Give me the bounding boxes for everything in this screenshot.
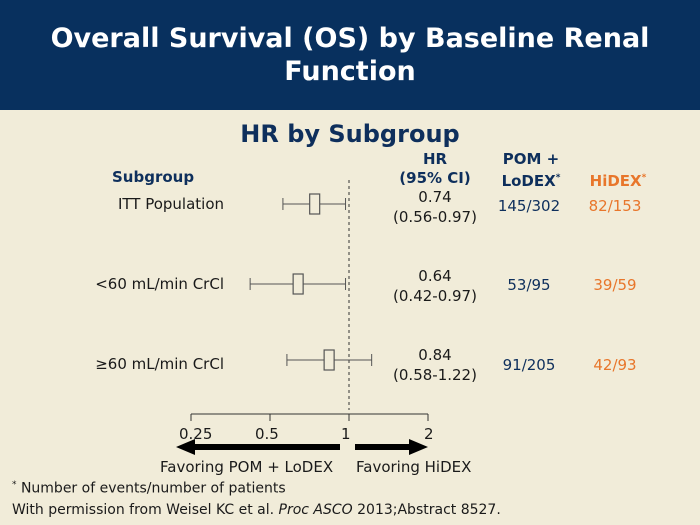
hr-estimate-itt: 0.74 <box>418 188 452 206</box>
favoring-hidex-label: Favoring HiDEX <box>356 458 472 476</box>
chart-subtitle: HR by Subgroup <box>240 120 460 148</box>
row-label-itt: ITT Population <box>117 195 224 213</box>
pom-lodex-count-itt: 145/302 <box>497 197 561 215</box>
page-title: Overall Survival (OS) by Baseline Renal … <box>50 23 650 87</box>
footnote-events-text: Number of events/number of patients <box>20 480 286 497</box>
hr-marker-2 <box>323 349 335 371</box>
hidex-count-itt: 82/153 <box>588 197 642 215</box>
x-tick-label-1: 1 <box>341 425 351 443</box>
hr-value-crcl-below-60: 0.64 (0.42-0.97) <box>385 266 485 306</box>
pom-lodex-count-crcl-below-60: 53/95 <box>507 276 551 294</box>
hr-value-itt: 0.74 (0.56-0.97) <box>385 187 485 227</box>
hr-value-crcl-above-60: 0.84 (0.58-1.22) <box>385 345 485 385</box>
favoring-pom-lodex-label: Favoring POM + LoDEX <box>160 458 334 476</box>
arrow-left-head <box>176 439 195 455</box>
footnote-asterisk: * <box>12 480 17 490</box>
hr-ci-crcl-below-60: (0.42-0.97) <box>393 287 477 305</box>
column-header-pom-line1: POM + <box>502 150 560 168</box>
x-tick-label-0.25: 0.25 <box>179 425 213 443</box>
arrow-right-shaft <box>355 444 411 450</box>
footnote-events: * Number of events/number of patients <box>12 480 286 497</box>
hr-estimate-crcl-below-60: 0.64 <box>418 267 452 285</box>
column-header-hr-line2: (95% CI) <box>399 169 471 187</box>
column-header-pom-lodex: POM + LoDEX* <box>488 150 574 191</box>
hr-marker-1 <box>292 273 304 295</box>
citation-suffix: 2013;Abstract 8527. <box>352 502 501 518</box>
arrow-left-shaft <box>193 444 340 450</box>
hidex-count-crcl-above-60: 42/93 <box>593 356 637 374</box>
column-header-hidex: HiDEX* <box>578 169 658 191</box>
column-header-pom-line2: LoDEX <box>501 172 556 190</box>
pom-lodex-count-crcl-above-60: 91/205 <box>502 356 556 374</box>
hidex-count-crcl-below-60: 39/59 <box>593 276 637 294</box>
column-header-pom-asterisk: * <box>555 173 561 183</box>
row-label-crcl-above-60: ≥60 mL/min CrCl <box>95 355 224 373</box>
column-header-hr: HR (95% CI) <box>385 150 485 188</box>
hr-ci-crcl-above-60: (0.58-1.22) <box>393 366 477 384</box>
title-bar: Overall Survival (OS) by Baseline Renal … <box>0 0 700 110</box>
column-header-hidex-label: HiDEX <box>589 172 642 190</box>
x-tick-label-2: 2 <box>424 425 434 443</box>
hr-ci-itt: (0.56-0.97) <box>393 208 477 226</box>
citation-journal: Proc ASCO <box>278 502 353 518</box>
hr-marker-0 <box>309 193 321 215</box>
column-header-hidex-asterisk: * <box>641 173 647 183</box>
citation-prefix: With permission from Weisel KC et al. <box>12 502 279 518</box>
row-label-crcl-below-60: <60 mL/min CrCl <box>95 275 224 293</box>
arrow-right-head <box>409 439 428 455</box>
hr-estimate-crcl-above-60: 0.84 <box>418 346 452 364</box>
footnote-citation: With permission from Weisel KC et al. Pr… <box>12 502 501 518</box>
column-header-subgroup: Subgroup <box>112 168 195 186</box>
x-tick-label-0.5: 0.5 <box>255 425 279 443</box>
column-header-hr-line1: HR <box>422 150 448 168</box>
